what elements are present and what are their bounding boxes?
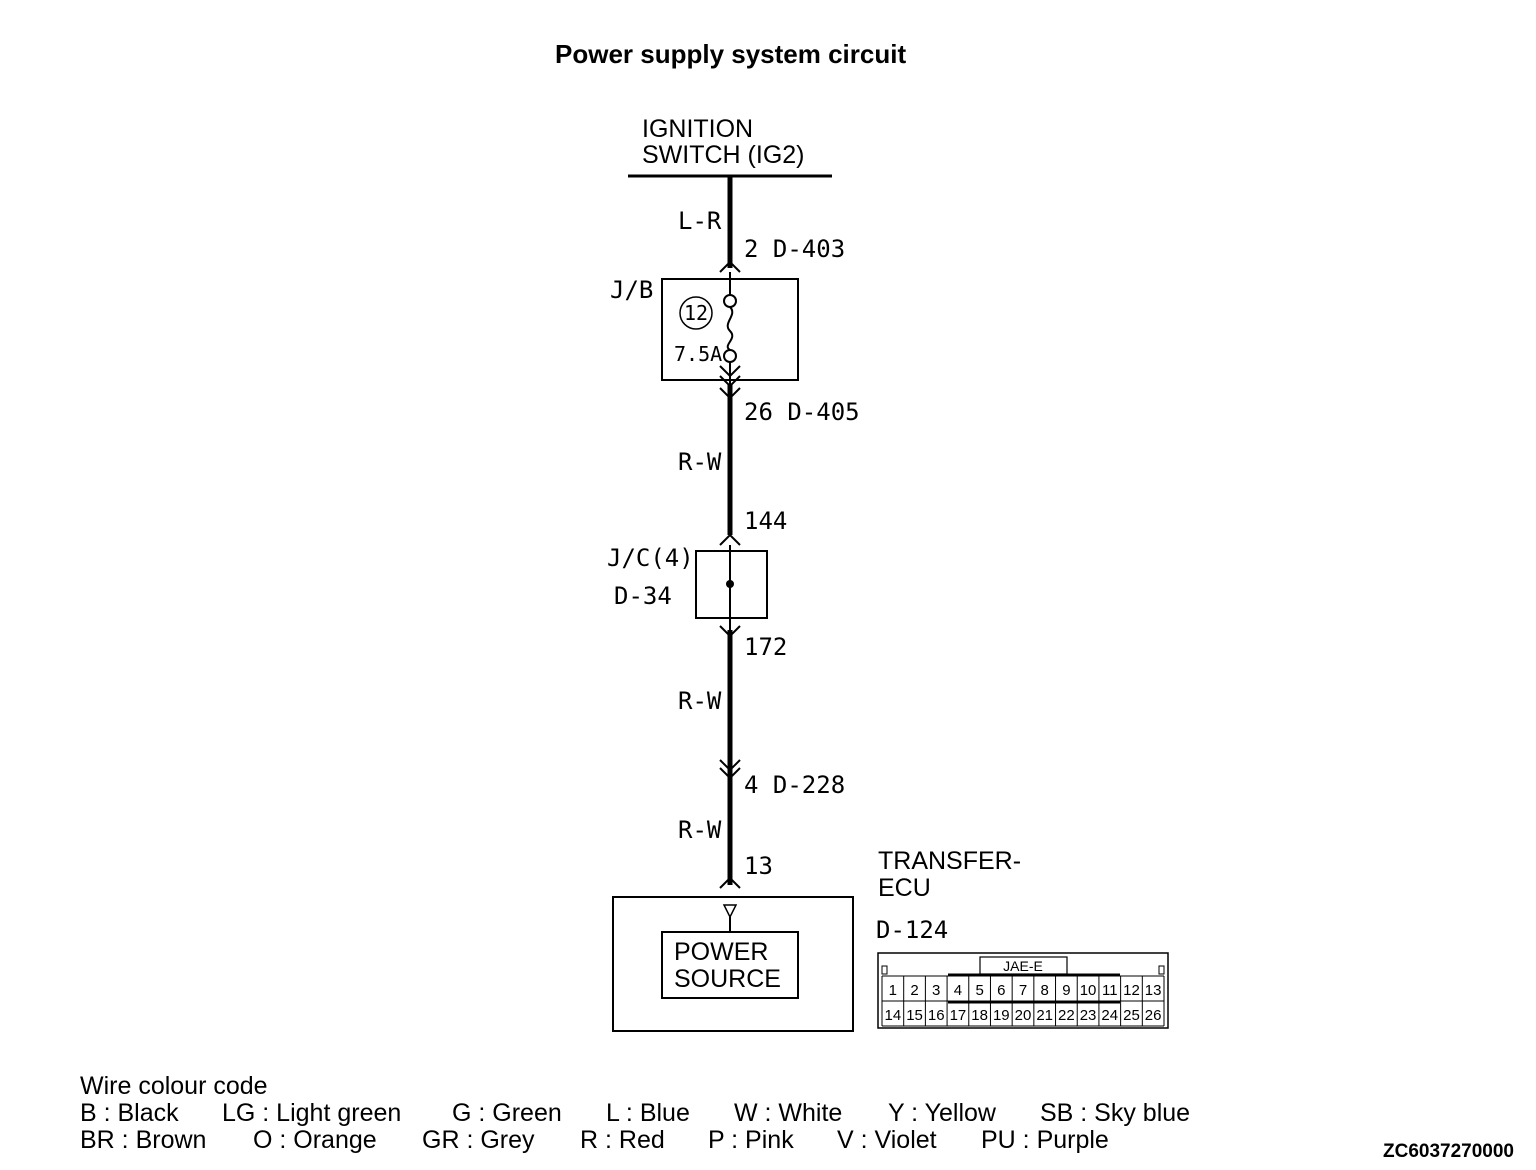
connector-pin-24: 24 bbox=[1101, 1007, 1118, 1024]
connector-pin-10: 10 bbox=[1080, 982, 1097, 999]
connector-pin-25: 25 bbox=[1123, 1007, 1140, 1024]
connector-mark-jc-in bbox=[719, 533, 741, 546]
connector-pin-5: 5 bbox=[975, 982, 983, 999]
ecu-pin-label: 13 bbox=[744, 852, 773, 880]
legend-row-2: BR : Brown O : Orange GR : Grey R : Red P : … bbox=[80, 1126, 1109, 1154]
connector-pin-19: 19 bbox=[993, 1007, 1010, 1024]
legend-item: BR : Brown bbox=[80, 1126, 206, 1154]
wire-color-mid: R-W bbox=[678, 448, 722, 476]
connector-pin-14: 14 bbox=[885, 1007, 902, 1024]
legend-item: O : Orange bbox=[253, 1126, 377, 1154]
connector-pin-9: 9 bbox=[1062, 982, 1070, 999]
connector-pin-15: 15 bbox=[906, 1007, 923, 1024]
ecu-box bbox=[612, 896, 854, 1032]
joint-connector-code: D-34 bbox=[614, 582, 672, 610]
legend-item: L : Blue bbox=[606, 1099, 690, 1127]
power-source-line1: POWER bbox=[674, 938, 768, 966]
legend-item: GR : Grey bbox=[422, 1126, 535, 1154]
fuse-number: 12 bbox=[684, 301, 708, 325]
connector-pin-11: 11 bbox=[1102, 982, 1118, 999]
connector-pin-21: 21 bbox=[1036, 1007, 1053, 1024]
ignition-label-line2: SWITCH (IG2) bbox=[642, 141, 805, 169]
wire-color-lower: R-W bbox=[678, 687, 722, 715]
legend-row-1: B : Black LG : Light green G : Green L : Bl… bbox=[80, 1099, 1190, 1127]
document-id: ZC6037270000 bbox=[1383, 1141, 1514, 1162]
fuse-symbol bbox=[719, 272, 741, 388]
connector-mark-d403 bbox=[719, 260, 741, 273]
connector-mark-ecu bbox=[719, 876, 741, 889]
connector-pin-4: 4 bbox=[954, 982, 962, 999]
connector-pin-20: 20 bbox=[1015, 1007, 1032, 1024]
fuse-rating: 7.5A bbox=[674, 342, 722, 366]
connector-pin-13: 13 bbox=[1145, 982, 1162, 999]
connector-pin-1: 1 bbox=[889, 982, 897, 999]
connector-pin-16: 16 bbox=[928, 1007, 945, 1024]
legend-item: Y : Yellow bbox=[888, 1099, 997, 1127]
diagram-title: Power supply system circuit bbox=[555, 39, 906, 69]
connector-pin-2: 2 bbox=[910, 982, 918, 999]
jc-pin-in: 144 bbox=[744, 507, 787, 535]
connector-label-d228: 4 D-228 bbox=[744, 771, 845, 799]
connector-pin-23: 23 bbox=[1080, 1007, 1097, 1024]
power-source-line2: SOURCE bbox=[674, 965, 781, 993]
connector-pin-12: 12 bbox=[1123, 982, 1140, 999]
joint-connector-label: J/C(4) bbox=[607, 544, 694, 572]
legend-item: B : Black bbox=[80, 1099, 179, 1127]
connector-label-d403: 2 D-403 bbox=[744, 235, 845, 263]
connector-pin-26: 26 bbox=[1145, 1007, 1162, 1024]
connector-label-d405: 26 D-405 bbox=[744, 398, 860, 426]
junction-block-label: J/B bbox=[610, 276, 653, 304]
wire-color-top: L-R bbox=[678, 207, 722, 235]
connector-pin-7: 7 bbox=[1019, 982, 1027, 999]
connector-pin-18: 18 bbox=[971, 1007, 988, 1024]
connector-face-d124 bbox=[877, 952, 1169, 1029]
fuse-number-circle bbox=[679, 296, 713, 330]
joint-dot bbox=[726, 580, 734, 588]
ecu-input-triangle bbox=[722, 904, 738, 919]
legend-item: P : Pink bbox=[708, 1126, 794, 1154]
legend-item: LG : Light green bbox=[222, 1099, 401, 1127]
joint-connector-box bbox=[695, 550, 768, 619]
legend-item: SB : Sky blue bbox=[1040, 1099, 1190, 1127]
legend-item: PU : Purple bbox=[981, 1126, 1109, 1154]
ecu-name-line1: TRANSFER- bbox=[878, 847, 1021, 875]
connector-type-tag: JAE-E bbox=[1003, 958, 1043, 974]
connector-mark-d405 bbox=[719, 387, 741, 400]
connector-mark-jc-out bbox=[719, 625, 741, 638]
legend-item: V : Violet bbox=[837, 1126, 937, 1154]
connector-pin-22: 22 bbox=[1058, 1007, 1075, 1024]
legend-item: G : Green bbox=[452, 1099, 562, 1127]
connector-pin-3: 3 bbox=[932, 982, 940, 999]
legend-item: W : White bbox=[734, 1099, 842, 1127]
legend-item: R : Red bbox=[580, 1126, 665, 1154]
ecu-connector-code: D-124 bbox=[876, 916, 948, 944]
jc-pin-out: 172 bbox=[744, 633, 787, 661]
connector-pin-8: 8 bbox=[1041, 982, 1049, 999]
ecu-name-line2: ECU bbox=[878, 874, 931, 902]
connector-mark-d228 bbox=[719, 759, 741, 780]
wire-color-bottom: R-W bbox=[678, 816, 722, 844]
connector-pin-6: 6 bbox=[997, 982, 1005, 999]
connector-pin-17: 17 bbox=[950, 1007, 967, 1024]
ignition-label-line1: IGNITION bbox=[642, 115, 753, 143]
power-source-box bbox=[661, 931, 799, 999]
legend-heading: Wire colour code bbox=[80, 1072, 268, 1100]
